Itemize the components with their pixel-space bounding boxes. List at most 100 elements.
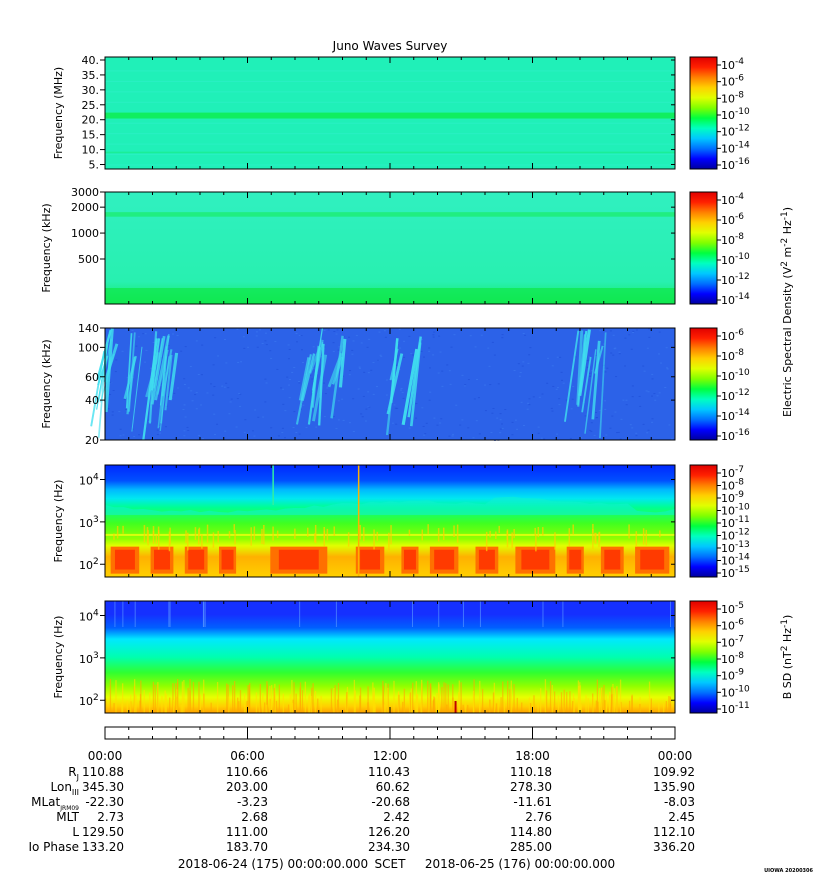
panel-5-spike [639,703,641,713]
panel-3-axes: Frequency (kHz) 140 100 60 40 20 [40,322,676,447]
panel-5-spike [181,681,184,713]
panel-3-speckle [612,354,615,356]
panel-5-spike [497,699,499,713]
panel-3-speckle [438,335,441,337]
panel-4-spike [592,528,594,549]
panel-5-spike [183,680,185,713]
panel-5-spike [573,698,575,713]
panel-5-spike [513,684,515,713]
panel-3-speckle [659,362,662,364]
panel-3-speckle [243,431,246,433]
panel-5-spike [121,703,123,713]
panel-3-speckle [309,374,312,376]
panel-5-spike [113,703,115,713]
colorbar-tick-label: 10-6 [721,618,744,633]
panel-3-speckle [516,428,519,430]
panel-2-spectrogram [105,192,675,304]
panel-3-speckle [590,422,593,424]
panel-3-speckle [254,409,257,411]
panel-3-burst-streak [125,333,133,409]
panel-3-speckle [556,387,559,389]
panel-3-speckle [449,383,452,385]
panel-3-speckle [642,423,645,425]
y-tick-label: 2000 [71,201,99,214]
panel-4-emission-core [403,549,416,570]
panel-4-emission-core [360,549,381,570]
panel-5-spike [658,703,660,713]
panel-3-speckle [651,373,654,375]
panel-3-speckle [332,350,335,352]
y-tick-label: 25. [82,99,100,112]
panel-3-speckle [668,424,671,426]
panel-3-burst-streak [153,338,164,389]
panel-3-speckle [295,431,298,433]
ephemeris-value: 110.88 [82,765,124,779]
panel-3-speckle [400,389,403,391]
panel-3-speckle [618,351,621,353]
panel-5-spike [569,691,571,713]
panel-4-spike [572,524,574,535]
panel-5-spike [333,687,335,713]
y-tick-label: 35. [82,69,100,82]
panel-3-speckle [580,437,583,439]
panel-3-speckle [511,421,514,423]
panel-3-speckle [408,335,411,337]
y-axis-label: Frequency (kHz) [40,339,53,428]
panel-5-spike [577,680,580,713]
panel-3-speckle [247,346,250,348]
panel-3-speckle [298,381,301,383]
panel-3-speckle [654,399,657,401]
panel-3-speckle [437,372,440,374]
panel-5-spike [317,698,319,713]
ephemeris-value: 110.43 [368,765,410,779]
panel-5-spike [446,704,448,713]
ephemeris-value: 285.00 [510,840,552,854]
panel-3-speckle [384,336,387,338]
y-axis-label: Frequency (kHz) [40,203,53,292]
panel-3-speckle [186,426,189,428]
panel-1-axes: Frequency (MHz) 40. 35. 30. 25. 20. 15. 10. 5. [52,54,676,172]
panel-3-speckle [547,357,550,359]
panel-3-speckle [521,365,524,367]
panel-3-speckle [501,427,504,429]
panel-3-speckle [432,334,435,336]
panel-3-speckle [336,329,339,331]
panel-5-spike [308,695,310,713]
panel-3-speckle [230,398,233,400]
panel-3-speckle [190,390,193,392]
panel-4-spike [217,530,219,543]
panel-5-spike [438,692,440,713]
colorbar-tick-label: 10-6 [721,74,744,89]
y-tick-label: 60 [85,371,99,384]
panel-3-speckle [440,418,443,420]
panel-3-burst-streak [578,329,591,396]
panel-3-speckle [473,398,476,400]
panel-4-spike [263,524,265,545]
panel-3-speckle [433,417,436,419]
panel-3-speckle [287,344,290,346]
panel-4-spike [359,524,361,540]
panel-3-speckle [145,349,148,351]
panel-3-speckle [428,399,431,401]
panel-5-spike [294,704,296,713]
panel-3-burst-streak [159,346,167,406]
x-tick-label: 00:00 [658,749,693,763]
y-tick-label: 15. [82,129,100,142]
panel-3-speckle [184,346,187,348]
panel-5-spike [500,697,502,713]
panel-5-spike [608,695,611,713]
panel-3-speckle [210,383,213,385]
panel-5-spike [433,697,436,713]
panel-2-colorbar: 10-4 10-6 10-8 10-10 10-12 10-14 [689,191,750,307]
panel-3-speckle [144,333,147,335]
panel-3-speckle [451,435,454,437]
panel-3-speckle [616,432,619,434]
panel-3-speckle [528,354,531,356]
panel-3-speckle [464,384,467,386]
panel-3-speckle [251,430,254,432]
panel-3-speckle [492,407,495,409]
panel-3-speckle [537,432,540,434]
panel-3-speckle [109,394,112,396]
panel-3-speckle [647,328,650,330]
